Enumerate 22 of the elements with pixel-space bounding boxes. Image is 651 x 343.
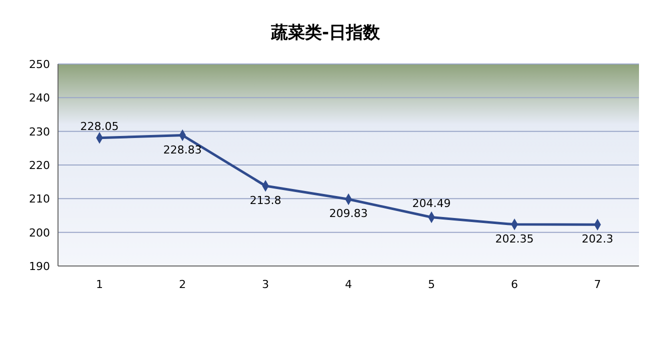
y-tick-label: 230 <box>29 125 50 138</box>
x-tick-label: 4 <box>345 278 352 291</box>
y-tick-label: 240 <box>29 92 50 105</box>
x-tick-label: 7 <box>594 278 601 291</box>
y-tick-label: 220 <box>29 159 50 172</box>
y-tick-label: 250 <box>29 58 50 71</box>
y-tick-label: 190 <box>29 260 50 273</box>
chart-title: 蔬菜类-日指数 <box>270 23 382 43</box>
data-label: 204.49 <box>412 197 451 210</box>
x-tick-label: 2 <box>179 278 186 291</box>
data-label: 213.8 <box>250 194 282 207</box>
x-tick-label: 5 <box>428 278 435 291</box>
y-tick-label: 200 <box>29 226 50 240</box>
y-tick-label: 210 <box>29 192 50 206</box>
x-tick-label: 6 <box>511 278 518 291</box>
data-label: 228.83 <box>163 143 202 156</box>
data-label: 209.83 <box>329 207 368 220</box>
data-label: 228.05 <box>80 120 119 133</box>
x-tick-label: 3 <box>262 278 269 291</box>
data-label: 202.35 <box>495 232 534 246</box>
data-label: 202.3 <box>582 232 614 246</box>
x-tick-label: 1 <box>96 278 103 291</box>
